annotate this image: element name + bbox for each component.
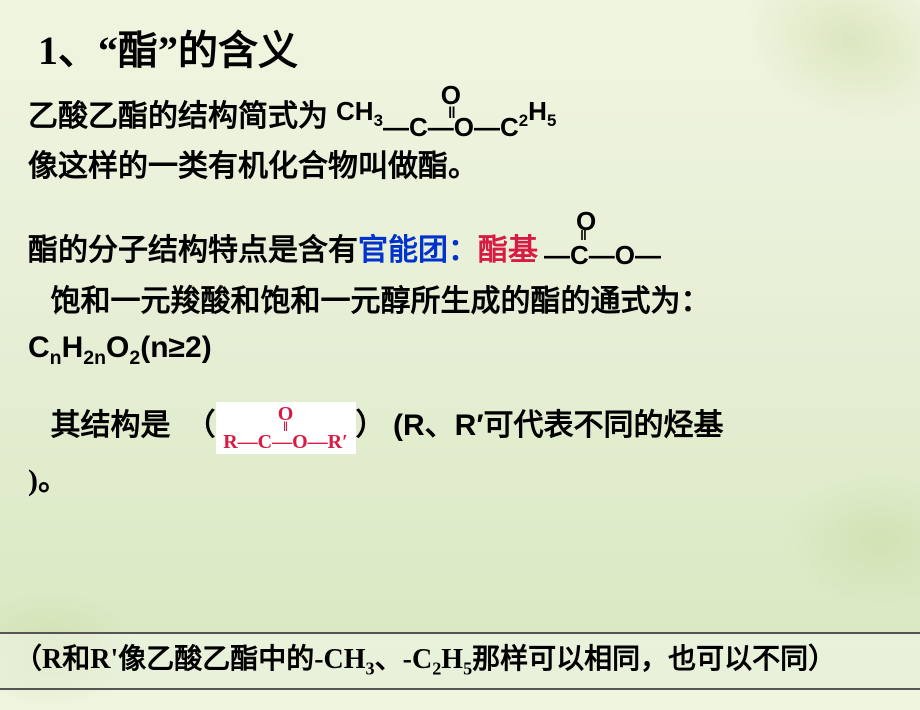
f-h: H [62, 331, 84, 364]
f1-c-group: O ‖ —C—O—C [383, 86, 519, 140]
note-d: 那样可以相同，也可以不同） [472, 644, 836, 675]
line5d-text: )。 [28, 464, 68, 497]
f-n3: 2 [129, 347, 140, 369]
note-c: H [441, 644, 463, 675]
line3-ester-group: 酯基 [478, 228, 538, 275]
line1-text: 乙酸乙酯的结构简式为 [28, 94, 328, 141]
f1-ch: CH [336, 96, 374, 126]
slide-content: 1、“酯”的含义 乙酸乙酯的结构简式为 CH3 O ‖ —C—O—C 2H5 像… [0, 0, 920, 518]
f-c: C [28, 331, 50, 364]
f1-dbl: ‖ [448, 106, 454, 122]
line3-functional-group: 官能团： [358, 228, 478, 275]
line-3: 酯的分子结构特点是含有官能团：酯基 O ‖ —C—O— [28, 205, 892, 275]
line-1: 乙酸乙酯的结构简式为 CH3 O ‖ —C—O—C 2H5 [28, 86, 892, 140]
footnote-box: （R和R'像乙酸乙酯中的-CH3、-C2H5那样可以相同，也可以不同） [0, 632, 920, 690]
line5b: ） [356, 409, 386, 442]
f1-sub5: 5 [547, 111, 556, 130]
line-5d: )。 [28, 458, 892, 505]
ester-group-formula: O ‖ —C—O— [544, 205, 661, 275]
slide-title: 1、“酯”的含义 [28, 18, 892, 76]
note-a: （R和R'像乙酸乙酯中的-CH [14, 644, 366, 675]
line-2: 像这样的一类有机化合物叫做酯。 [28, 144, 892, 191]
ethyl-acetate-formula: CH3 O ‖ —C—O—C 2H5 [336, 86, 556, 140]
line4-text: 饱和一元羧酸和饱和一元醇所生成的酯的通式为： [28, 285, 711, 318]
line-4: 饱和一元羧酸和饱和一元醇所生成的酯的通式为： CnH2nO2(n≥2) [28, 279, 892, 374]
line5c: (R、R′可代表不同的烃基 [393, 409, 724, 442]
note-s3: 5 [463, 659, 472, 679]
line5a: 其结构是 （ [28, 409, 216, 442]
struct-rcr: R—C—O—R′ [220, 432, 352, 452]
f1-h: H [528, 96, 547, 126]
note-b: 、-C [375, 644, 433, 675]
note-s1: 3 [366, 659, 375, 679]
note-s2: 2 [432, 659, 441, 679]
line3a: 酯的分子结构特点是含有 [28, 228, 358, 275]
f-cond: (n≥2) [140, 331, 211, 364]
f-n2: 2n [83, 347, 106, 369]
f-n1: n [50, 347, 62, 369]
f-o: O [106, 331, 129, 364]
eg-dbl: ‖ [580, 225, 585, 247]
structure-image: O ‖ R—C—O—R′ [216, 402, 356, 454]
f1-sub3: 3 [374, 111, 383, 130]
f1-sub2: 2 [519, 111, 528, 130]
line-5: 其结构是 （ O ‖ R—C—O—R′ ） (R、R′可代表不同的烃基 [28, 402, 892, 454]
eg-main: —C—O— [544, 240, 661, 270]
